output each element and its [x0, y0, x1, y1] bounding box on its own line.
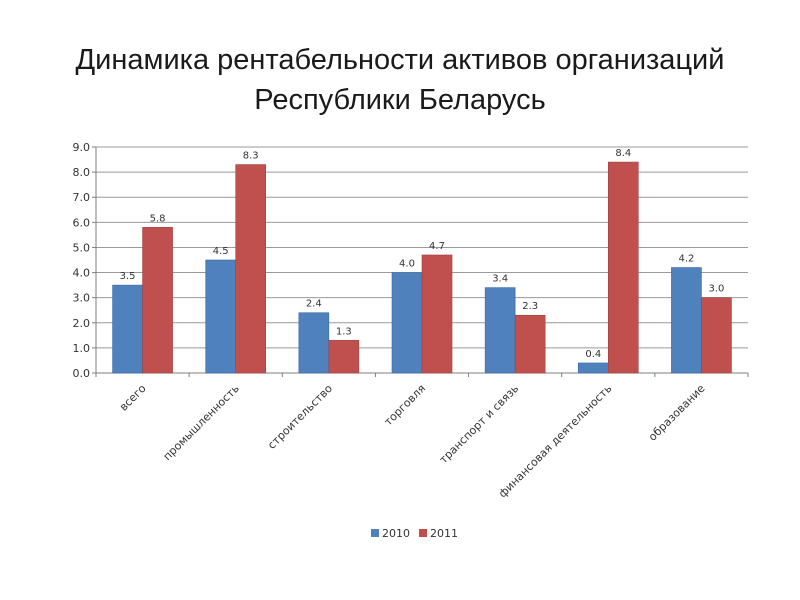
legend-label: 2011 [430, 527, 458, 540]
bar-2010-4 [484, 287, 516, 374]
y-tick-label: 9.0 [73, 141, 91, 154]
category-label: образование [646, 382, 708, 444]
data-label: 3.5 [120, 271, 136, 282]
data-label: 0.4 [585, 349, 601, 360]
data-label: 2.4 [306, 299, 322, 310]
data-label: 8.4 [615, 148, 631, 159]
bar-2010-0 [112, 284, 143, 374]
bar-2011-4 [514, 314, 546, 374]
chart-title: Динамика рентабельности активов организа… [0, 40, 800, 120]
bar-2010-3 [391, 272, 423, 374]
bar-2011-1 [235, 164, 267, 374]
category-label: транспорт и связь [437, 382, 521, 466]
y-tick-label: 3.0 [73, 292, 91, 305]
bar-2011-2 [328, 340, 360, 374]
bar-2010-1 [205, 259, 237, 374]
legend-swatch-2010 [371, 529, 379, 537]
data-label: 3.4 [492, 274, 508, 285]
chart-title-line-2: Республики Беларусь [254, 84, 546, 116]
y-tick-label: 1.0 [73, 342, 91, 355]
legend-swatch-2011 [419, 529, 427, 537]
category-label: всего [117, 382, 149, 414]
bar-2010-2 [298, 312, 330, 374]
y-tick-label: 7.0 [73, 191, 91, 204]
y-tick-label: 4.0 [73, 267, 91, 280]
data-label: 4.0 [399, 259, 415, 270]
x-axis-categories: всего промышленность строительство торговля… [117, 382, 708, 501]
category-label: финансовая деятельность [496, 382, 614, 500]
y-tick-label: 2.0 [73, 317, 91, 330]
bar-2011-3 [421, 254, 453, 374]
data-label: 4.7 [429, 241, 445, 252]
data-label: 4.2 [678, 254, 694, 265]
chart-title-line-1: Динамика рентабельности активов организа… [75, 44, 725, 76]
bar-2011-6 [701, 297, 732, 374]
bars [112, 161, 732, 374]
bar-2011-5 [607, 161, 639, 374]
data-labels: 3.5 4.5 2.4 4.0 3.4 0.4 4.2 5.8 8.3 1.3 4.7 2.3 8.4 3… [120, 148, 725, 360]
y-axis-ticks: 0.0 1.0 2.0 3.0 4.0 5.0 6.0 7.0 8.0 9.0 [73, 141, 91, 380]
data-label: 3.0 [708, 284, 724, 295]
category-label: торговля [382, 382, 429, 429]
y-tick-label: 0.0 [73, 367, 91, 380]
category-label: промышленность [161, 382, 242, 463]
data-label: 2.3 [522, 301, 538, 312]
data-label: 1.3 [336, 326, 352, 337]
y-tick-label: 5.0 [73, 241, 91, 254]
data-label: 5.8 [150, 213, 166, 224]
data-label: 8.3 [243, 151, 259, 162]
category-label: строительство [265, 382, 335, 452]
y-tick-label: 6.0 [73, 216, 91, 229]
y-tick-label: 8.0 [73, 166, 91, 179]
legend: 2010 2011 [371, 527, 458, 540]
bar-2010-5 [577, 362, 609, 374]
legend-label: 2010 [382, 527, 410, 540]
bar-2011-0 [142, 227, 173, 374]
bar-2010-6 [671, 267, 702, 374]
data-label: 4.5 [213, 246, 229, 257]
